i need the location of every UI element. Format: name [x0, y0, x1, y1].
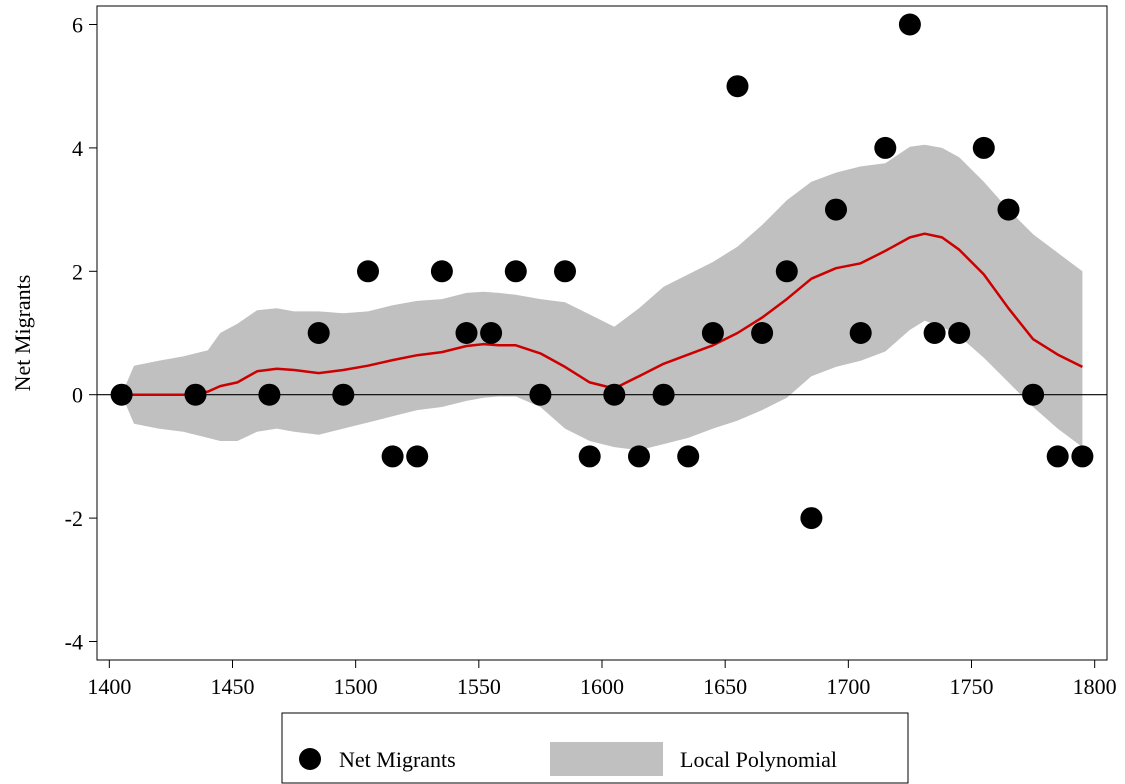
data-point [997, 198, 1020, 221]
data-point [529, 383, 552, 406]
data-point [307, 322, 330, 344]
data-point [603, 383, 626, 406]
data-point [874, 136, 897, 159]
x-tick-label: 1550 [457, 674, 501, 699]
x-tick-label: 1400 [87, 674, 131, 699]
data-point [554, 260, 576, 283]
data-point [258, 383, 281, 406]
data-point [332, 383, 355, 406]
y-tick-label: 6 [72, 13, 83, 38]
data-point [1022, 383, 1045, 406]
x-axis: 1400 1450 1500 1550 1600 1650 1700 1750 1800 [87, 660, 1117, 699]
data-point [110, 383, 133, 406]
x-tick-label: 1600 [580, 674, 624, 699]
data-point [800, 507, 823, 530]
data-point [1046, 445, 1069, 468]
data-point [184, 383, 207, 406]
data-point [480, 322, 503, 344]
y-axis: -4 -2 0 2 4 6 [65, 13, 97, 654]
data-point [406, 445, 429, 468]
points-layer [110, 13, 1094, 530]
data-point [504, 260, 527, 283]
x-tick-label: 1650 [703, 674, 747, 699]
y-tick-label: -4 [65, 629, 83, 654]
y-tick-label: 4 [72, 136, 83, 161]
y-tick-label: 2 [72, 259, 83, 284]
data-point [381, 445, 404, 468]
data-point [923, 322, 946, 344]
fit-line-layer [121, 232, 1083, 396]
legend-swatch-local-polynomial [550, 742, 663, 776]
y-tick-label: -2 [65, 506, 83, 531]
confidence-band-layer [121, 144, 1083, 451]
data-point [726, 75, 749, 98]
legend-marker-net-migrants [299, 748, 321, 770]
x-tick-label: 1450 [210, 674, 254, 699]
data-point [652, 383, 675, 406]
x-tick-label: 1750 [950, 674, 994, 699]
x-tick-label: 1800 [1073, 674, 1117, 699]
y-tick-label: 0 [72, 383, 83, 408]
legend-label-local-polynomial: Local Polynomial [680, 747, 837, 772]
y-axis-label: Net Migrants [10, 275, 35, 392]
data-point [677, 445, 700, 468]
x-tick-label: 1700 [826, 674, 870, 699]
legend: Net Migrants Local Polynomial [281, 712, 909, 784]
confidence-band [121, 144, 1083, 451]
data-point [898, 13, 921, 36]
data-point [751, 322, 774, 344]
data-point [578, 445, 601, 468]
data-point [628, 445, 650, 468]
data-point [825, 198, 847, 221]
data-point [701, 322, 724, 344]
legend-label-net-migrants: Net Migrants [339, 747, 456, 772]
fit-line [121, 232, 1083, 396]
data-point [1071, 445, 1094, 468]
data-point [972, 136, 995, 159]
data-point [357, 260, 379, 283]
data-point [430, 260, 453, 283]
data-point [948, 322, 971, 344]
x-tick-label: 1500 [334, 674, 378, 699]
data-point [849, 322, 872, 344]
data-point [775, 260, 798, 283]
data-point [455, 322, 478, 344]
